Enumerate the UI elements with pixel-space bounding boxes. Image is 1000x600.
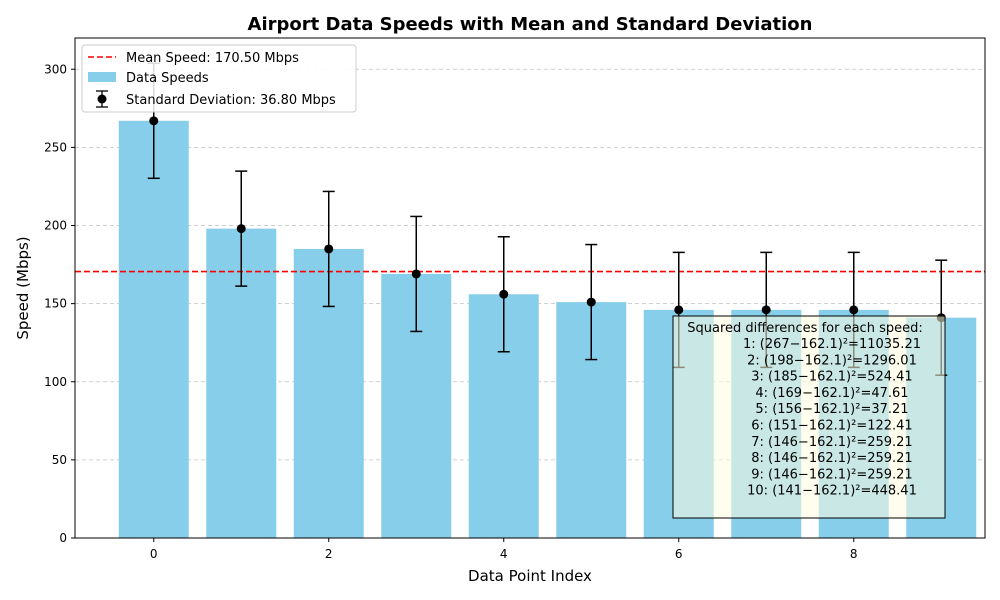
data-point bbox=[499, 289, 509, 299]
y-axis-label: Speed (Mbps) bbox=[14, 236, 32, 339]
annotation-line: 5: (156−162.1)²=37.21 bbox=[755, 402, 908, 417]
annotation-frame bbox=[672, 315, 946, 519]
annotation-line: 10: (141−162.1)²=448.41 bbox=[747, 484, 917, 499]
y-tick-label: 100 bbox=[44, 375, 67, 389]
annotation-title: Squared differences for each speed: bbox=[687, 321, 922, 336]
legend: Mean Speed: 170.50 Mbps Data Speeds Stan… bbox=[81, 44, 357, 113]
data-point bbox=[674, 305, 684, 315]
x-tick-label: 4 bbox=[500, 547, 508, 561]
data-point bbox=[324, 244, 334, 254]
annotation-line: 1: (267−162.1)²=11035.21 bbox=[743, 337, 921, 352]
chart-title: Airport Data Speeds with Mean and Standa… bbox=[248, 14, 813, 35]
data-point bbox=[236, 224, 246, 234]
annotation-line: 2: (198−162.1)²=1296.01 bbox=[747, 353, 917, 368]
legend-bars-label: Data Speeds bbox=[126, 71, 209, 86]
annotation-lines: 1: (267−162.1)²=11035.212: (198−162.1)²=… bbox=[743, 337, 921, 499]
data-point bbox=[411, 269, 421, 279]
data-point bbox=[761, 305, 771, 315]
plot-frame bbox=[74, 37, 986, 539]
x-axis-label: Data Point Index bbox=[468, 567, 592, 585]
annotation-line: 3: (185−162.1)²=524.41 bbox=[751, 370, 912, 385]
y-tick-label: 200 bbox=[44, 219, 67, 233]
x-tick-label: 2 bbox=[325, 547, 333, 561]
y-tick-label: 0 bbox=[59, 531, 67, 545]
legend-mean-label: Mean Speed: 170.50 Mbps bbox=[126, 51, 299, 66]
annotation-line: 8: (146−162.1)²=259.21 bbox=[751, 451, 912, 466]
data-point bbox=[586, 297, 596, 307]
bar bbox=[118, 120, 189, 538]
x-tick-label: 0 bbox=[150, 547, 158, 561]
legend-bars-swatch bbox=[88, 72, 116, 82]
legend-std-marker bbox=[97, 94, 107, 104]
legend-std-label: Standard Deviation: 36.80 Mbps bbox=[126, 93, 336, 108]
data-point bbox=[849, 305, 859, 315]
legend-frame bbox=[81, 44, 357, 113]
data-point bbox=[149, 116, 159, 126]
y-tick-label: 150 bbox=[44, 297, 67, 311]
y-tick-label: 300 bbox=[44, 62, 67, 76]
annotation-box: Squared differences for each speed: 1: (… bbox=[672, 315, 946, 519]
annotation-line: 4: (169−162.1)²=47.61 bbox=[755, 386, 908, 401]
annotation-line: 6: (151−162.1)²=122.41 bbox=[751, 419, 912, 434]
annotation-line: 7: (146−162.1)²=259.21 bbox=[751, 435, 912, 450]
y-tick-label: 250 bbox=[44, 140, 67, 154]
annotation-line: 9: (146−162.1)²=259.21 bbox=[751, 467, 912, 482]
y-tick-label: 50 bbox=[52, 453, 67, 467]
x-tick-label: 6 bbox=[675, 547, 683, 561]
axis-ticks: 0 50 100 150 200 250 300 0 2 4 6 8 bbox=[44, 62, 857, 561]
x-tick-label: 8 bbox=[850, 547, 858, 561]
